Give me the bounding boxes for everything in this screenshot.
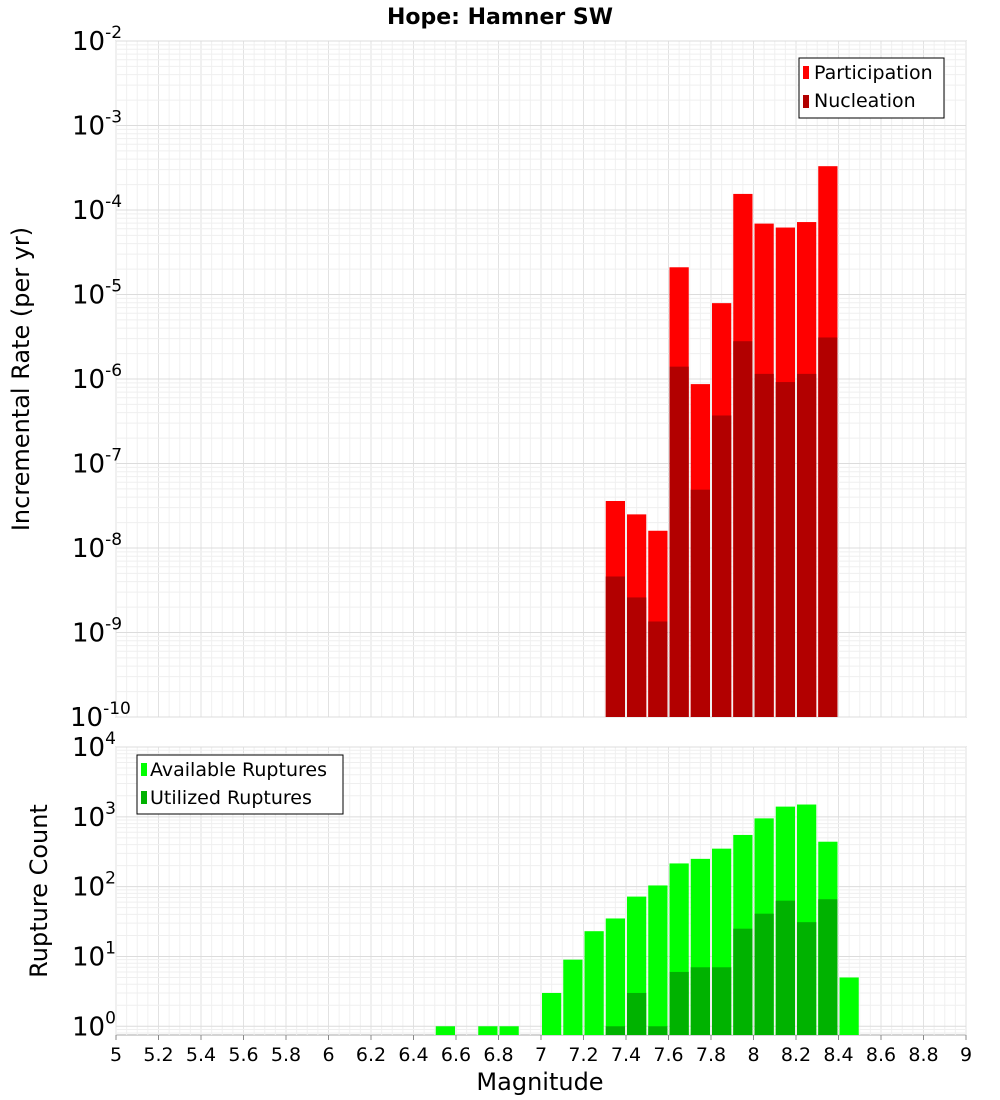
count-y-tick-label: 100 (72, 1008, 116, 1042)
count-panel: 100 101 102 103 104 5 5.2 5.4 5.6 5.8 6 6.2 6.4 6.6 6… (25, 729, 972, 1096)
rate-y-tick-label: 10-2 (72, 23, 122, 57)
rate-bar-b (818, 337, 838, 717)
count-bar-a (563, 959, 583, 1035)
rate-bar-b (754, 373, 774, 717)
count-bar-a (605, 918, 625, 1035)
legend-label-nucleation: Nucleation (814, 90, 916, 112)
x-tick-label: 5.6 (228, 1044, 258, 1066)
x-tick-label: 9 (960, 1044, 972, 1066)
count-y-tick-label: 101 (72, 938, 116, 972)
x-tick-label: 6.4 (398, 1044, 428, 1066)
legend-label-available: Available Ruptures (150, 759, 327, 781)
rate-bar-b (712, 415, 732, 717)
count-bar-b (690, 967, 710, 1035)
count-bar-b (627, 992, 647, 1035)
rate-y-tick-label: 10-10 (70, 699, 131, 733)
x-tick-label: 8.2 (781, 1044, 811, 1066)
rate-bar-b (669, 366, 689, 717)
rate-y-tick-label: 10-3 (72, 108, 122, 142)
count-x-ticks: 5 5.2 5.4 5.6 5.8 6 6.2 6.4 6.6 6.8 7 7.2 7.4 7.6 7.8 8… (110, 1035, 972, 1066)
rate-bar-b (627, 597, 647, 717)
x-tick-label: 7.2 (568, 1044, 598, 1066)
rate-y-tick-label: 10-4 (72, 192, 122, 226)
legend-swatch-nucleation (803, 95, 809, 108)
legend-swatch-available (141, 763, 147, 776)
count-bar-a (499, 1026, 519, 1035)
rate-bar-b (605, 576, 625, 717)
count-bar-a (435, 1026, 455, 1035)
count-y-axis-label: Rupture Count (25, 804, 53, 978)
rate-bar-b (690, 489, 710, 717)
chart-title: Hope: Hamner SW (387, 5, 613, 30)
rate-y-tick-label: 10-6 (72, 361, 122, 395)
rate-bar-b (733, 341, 753, 717)
count-bar-b (754, 913, 774, 1035)
x-tick-label: 7.4 (611, 1044, 641, 1066)
x-tick-label: 6.2 (356, 1044, 386, 1066)
count-y-tick-label: 103 (72, 799, 116, 833)
x-tick-label: 8.8 (908, 1044, 938, 1066)
count-legend-box (136, 754, 344, 815)
count-y-tick-label: 102 (72, 869, 116, 903)
x-tick-label: 5 (110, 1044, 122, 1066)
x-tick-label: 6.6 (441, 1044, 471, 1066)
count-bar-b (669, 971, 689, 1035)
count-bars (435, 804, 859, 1035)
x-tick-label: 5.2 (143, 1044, 173, 1066)
x-tick-label: 5.4 (186, 1044, 216, 1066)
count-bar-a (478, 1026, 498, 1035)
count-bar-a (839, 977, 859, 1035)
rate-y-tick-label: 10-5 (72, 277, 122, 311)
rate-bar-b (648, 621, 668, 717)
count-bar-a (584, 931, 604, 1035)
rate-y-tick-label: 10-7 (72, 446, 122, 480)
x-tick-label: 7 (535, 1044, 547, 1066)
rate-bars (605, 166, 838, 718)
x-axis-label: Magnitude (476, 1068, 603, 1096)
count-y-ticks: 100 101 102 103 104 (72, 729, 116, 1042)
count-y-tick-label: 104 (72, 729, 116, 763)
x-tick-label: 6 (322, 1044, 334, 1066)
rate-y-tick-label: 10-8 (72, 530, 122, 564)
x-tick-label: 7.8 (696, 1044, 726, 1066)
count-bar-b (648, 1026, 668, 1035)
legend-swatch-utilized (141, 791, 147, 804)
rate-bar-b (797, 373, 817, 717)
rate-panel: 10-10 10-9 10-8 10-7 10-6 10-5 10-4 10-3 10-2 In… (7, 23, 967, 733)
x-tick-label: 8 (747, 1044, 759, 1066)
count-legend: Available Ruptures Utilized Ruptures (136, 754, 344, 815)
count-bar-b (775, 900, 795, 1035)
legend-label-participation: Participation (814, 62, 933, 84)
count-bar-b (818, 899, 838, 1035)
count-bar-b (712, 967, 732, 1035)
legend-swatch-participation (803, 66, 809, 79)
x-tick-label: 6.8 (483, 1044, 513, 1066)
rate-y-axis-label: Incremental Rate (per yr) (7, 227, 35, 531)
count-bar-b (605, 1026, 625, 1035)
rate-grid (115, 40, 967, 718)
legend-label-utilized: Utilized Ruptures (150, 787, 312, 809)
x-tick-label: 5.8 (271, 1044, 301, 1066)
rate-bar-b (775, 382, 795, 717)
count-bar-a (542, 992, 562, 1035)
rate-y-tick-label: 10-9 (72, 615, 122, 649)
count-bar-b (797, 922, 817, 1035)
count-bar-b (733, 928, 753, 1035)
rate-legend: Participation Nucleation (798, 57, 945, 119)
x-tick-label: 7.6 (653, 1044, 683, 1066)
rate-legend-box (798, 57, 945, 119)
count-bar-a (648, 885, 668, 1035)
x-tick-label: 8.6 (866, 1044, 896, 1066)
rate-y-ticks: 10-10 10-9 10-8 10-7 10-6 10-5 10-4 10-3 10-2 (70, 23, 131, 733)
x-tick-label: 8.4 (823, 1044, 853, 1066)
